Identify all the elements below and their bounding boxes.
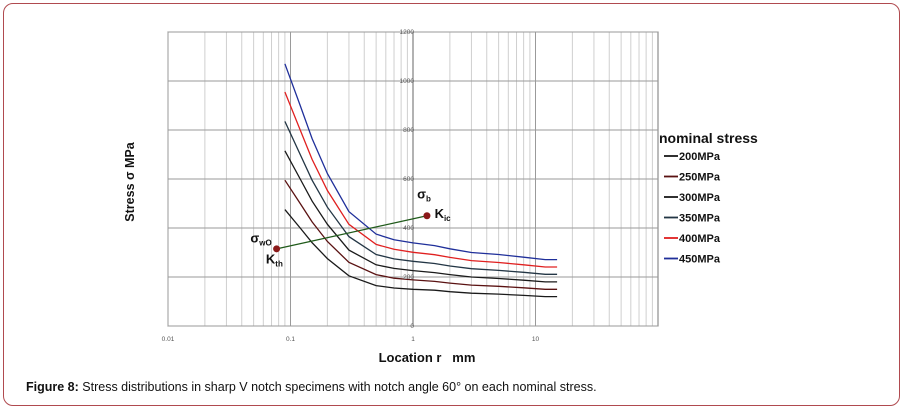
grid <box>167 31 659 327</box>
figure-caption: Figure 8: Stress distributions in sharp … <box>26 380 886 394</box>
series-line-400mpa <box>284 91 558 268</box>
series-line-350mpa <box>284 121 558 275</box>
caption-text: Stress distributions in sharp V notch sp… <box>78 380 597 394</box>
y-tick-label: 0 <box>410 323 414 330</box>
legend-item-200mpa: 200MPa <box>679 151 721 163</box>
legend-item-350mpa: 350MPa <box>679 213 721 225</box>
legend-item-400mpa: 400MPa <box>679 233 721 245</box>
y-tick-label: 1200 <box>400 29 415 36</box>
threshold-line <box>276 215 428 250</box>
y-tick-label: 1000 <box>400 78 415 85</box>
series-line-450mpa <box>284 63 558 261</box>
y-tick-label: 200 <box>403 274 414 281</box>
y-tick-label: 400 <box>403 225 414 232</box>
legend-item-450mpa: 450MPa <box>679 254 721 266</box>
annotation-label: σwO <box>250 231 271 248</box>
y-tick-label: 800 <box>403 127 414 134</box>
series-line-300mpa <box>284 150 558 283</box>
series-line-250mpa <box>284 179 558 290</box>
x-tick-label: 1 <box>411 336 415 343</box>
x-axis-label: Location r mm <box>379 350 476 365</box>
series-lines <box>284 63 558 298</box>
legend-item-300mpa: 300MPa <box>679 192 721 204</box>
series-line-200mpa <box>284 209 558 298</box>
caption-label: Figure 8: <box>26 380 79 394</box>
tick-labels: 0.01 0.1 1 10 0 200 400 600 800 1000 1200 <box>162 29 540 343</box>
legend-item-250mpa: 250MPa <box>679 172 721 184</box>
chart-panel: σwO Kth σb Kic 0.01 0.1 1 10 0 200 400 600 800 1000 1… <box>118 14 786 372</box>
x-tick-label: 0.01 <box>162 336 175 343</box>
y-tick-label: 600 <box>403 176 414 183</box>
x-tick-label: 0.1 <box>286 336 295 343</box>
y-axis-label: Stress σ MPa <box>123 141 137 221</box>
threshold-point <box>423 212 431 220</box>
annotation-label: Kth <box>266 252 283 269</box>
annotation-label: σb <box>417 187 431 204</box>
legend: 200MPa 250MPa 300MPa 350MPa 400MPa 450MPa <box>664 151 721 266</box>
annotation-label: Kic <box>435 206 452 223</box>
threshold-point <box>273 245 281 253</box>
legend-title: nominal stress <box>659 130 758 146</box>
x-tick-label: 10 <box>532 336 540 343</box>
